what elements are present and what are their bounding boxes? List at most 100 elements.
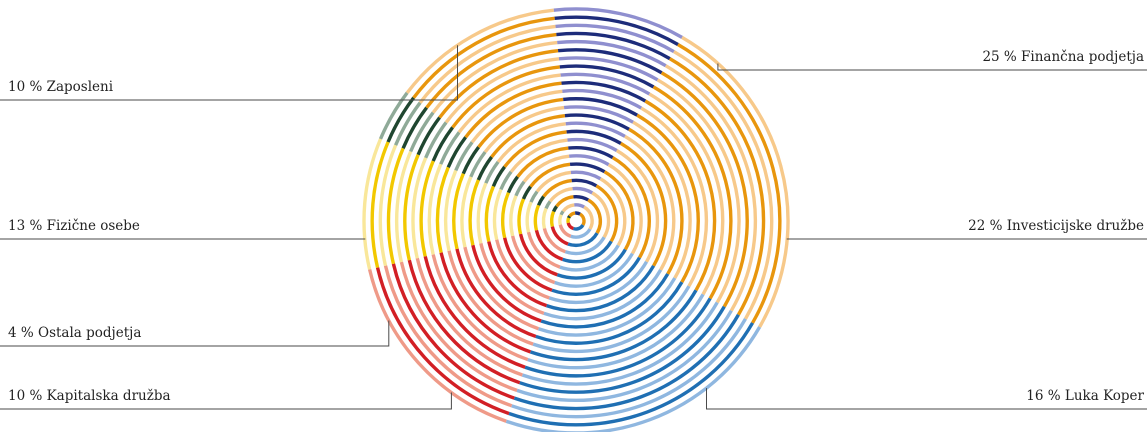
pie-slice-ring	[416, 116, 441, 156]
pie-slice-ring	[503, 130, 567, 168]
pie-slice-ring	[566, 222, 575, 231]
pie-slice-ring	[419, 160, 435, 257]
pie-slice-ring	[561, 80, 647, 103]
pie-slice-ring	[509, 195, 518, 237]
pie-slice-ring	[599, 177, 627, 247]
pie-slice-ring	[558, 56, 659, 82]
pie-slice-ring	[569, 154, 610, 167]
pie-slice-ring	[578, 212, 586, 226]
leader-line	[706, 388, 1147, 410]
pie-slice-ring	[526, 231, 561, 269]
pie-slice-ring	[516, 309, 733, 403]
pie-slice-ring	[566, 217, 571, 224]
pie-slice-ring	[573, 195, 590, 202]
pie-slice-ring	[487, 241, 548, 308]
pie-slice-ring	[431, 126, 454, 162]
pie-slice-ring	[479, 242, 545, 315]
pie-slice-ring	[574, 211, 581, 216]
pie-slice-ring	[427, 163, 443, 255]
pie-slice-ring	[615, 148, 660, 263]
pie-slice-ring	[399, 261, 518, 392]
pie-slice-ring	[439, 252, 531, 354]
pie-slice-ring	[375, 267, 510, 416]
pie-slice-ring	[469, 151, 487, 178]
pie-slice-ring	[591, 191, 611, 239]
pie-slice-ring	[542, 227, 566, 254]
pie-slice-ring	[454, 141, 474, 172]
pie-slice-ring	[566, 129, 622, 145]
pie-slice-ring	[378, 144, 398, 267]
pie-slice-ring	[484, 160, 500, 184]
pie-slice-ring	[563, 97, 638, 117]
pie-slice-ring	[567, 137, 618, 152]
pie-slice-ring	[460, 176, 473, 248]
pie-slice-ring	[407, 259, 521, 385]
pie-slice-ring	[552, 205, 559, 213]
pie-slice-ring	[471, 244, 542, 323]
pie-slice-ring	[664, 64, 758, 312]
pie-slice-ring	[529, 162, 571, 188]
pie-slice-ring	[564, 113, 630, 131]
pie-slice-ring	[394, 150, 413, 263]
pie-slice-ring	[636, 113, 700, 283]
pie-slice-ring	[562, 88, 643, 110]
pie-slice-ring	[451, 65, 560, 129]
pie-slice-ring	[571, 178, 598, 188]
pie-slice-ring	[534, 229, 564, 261]
pie-slice-ring	[681, 35, 790, 328]
pie-slice-ring	[483, 105, 565, 154]
pie-slice-ring	[560, 72, 651, 96]
pie-slice-ring	[447, 250, 534, 346]
pie-slice-ring	[386, 96, 415, 143]
pie-slice-ring	[532, 285, 691, 354]
pie-slice-ring	[463, 246, 540, 331]
pie-slice-ring	[563, 105, 634, 124]
pie-slice-ring	[423, 255, 526, 369]
pie-slice-ring	[452, 172, 465, 250]
pie-slice-ring	[492, 188, 503, 240]
pie-slice-ring	[541, 207, 548, 229]
pie-slice-ring	[540, 273, 670, 329]
pie-slice-ring	[443, 169, 458, 252]
pie-slice-ring	[367, 269, 507, 423]
pie-slice-fizične-osebe	[405, 8, 576, 218]
pie-slice-ring	[521, 301, 719, 386]
pie-slice-ring	[556, 248, 627, 280]
pie-slice-ring	[379, 91, 409, 140]
pie-slice-ring	[656, 78, 741, 304]
pie-slice-ring	[424, 121, 448, 159]
slice-label: 10 % Zaposleni	[8, 79, 114, 95]
pie-slice-ring	[583, 205, 594, 230]
slice-label: 10 % Kapitalska družba	[8, 388, 171, 404]
pie-slice-ring	[509, 138, 568, 173]
pie-slice-ring	[529, 289, 698, 362]
slice-label: 13 % Fizične osebe	[8, 218, 140, 234]
pie-slice-ring	[644, 99, 717, 292]
pie-slice-ring	[562, 240, 613, 264]
pie-slice-ring	[425, 32, 557, 109]
pie-slice-ring	[548, 260, 649, 305]
pie-slice-ring	[557, 39, 667, 68]
pie-slice-ring	[444, 57, 560, 124]
pie-slice-ring	[525, 201, 533, 233]
pie-slice-ring	[572, 186, 594, 195]
slice-label: 25 % Finančna podjetja	[982, 49, 1144, 65]
pie-slice-finančna-podjetja	[578, 35, 790, 328]
pie-slice-ring	[418, 24, 556, 104]
pie-slice-ring	[477, 97, 564, 149]
pie-slice-ring	[570, 170, 602, 181]
pie-slice-ring	[405, 8, 555, 94]
pie-slice-ring	[660, 71, 749, 308]
pie-slice-ring	[564, 236, 606, 256]
leader-line	[0, 238, 366, 240]
pie-slice-ring	[628, 127, 684, 275]
pie-slice-ring	[668, 57, 766, 316]
pie-slice-ring	[542, 178, 572, 198]
pie-slice-ring	[415, 257, 523, 377]
pie-rings	[362, 7, 790, 432]
pie-slice-ring	[559, 210, 565, 216]
pie-slice-ring	[401, 106, 428, 149]
pie-slice-ring	[569, 162, 606, 174]
pie-slice-ring	[558, 214, 563, 226]
pie-slice-ring	[607, 163, 643, 255]
